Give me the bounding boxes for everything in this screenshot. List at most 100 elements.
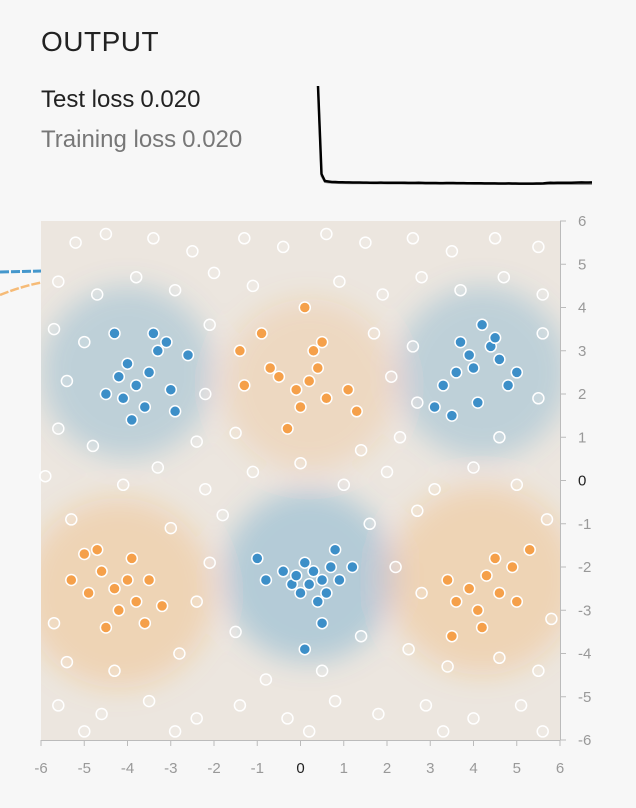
data-point-negative bbox=[155, 599, 169, 613]
data-point bbox=[47, 322, 61, 336]
data-point bbox=[385, 370, 398, 383]
negative-region bbox=[41, 497, 214, 689]
data-point-positive bbox=[164, 383, 178, 396]
data-point bbox=[372, 707, 385, 721]
data-point-positive bbox=[445, 409, 459, 422]
data-point bbox=[532, 240, 545, 254]
data-point-positive bbox=[475, 318, 489, 332]
data-point bbox=[302, 725, 316, 738]
data-point-positive bbox=[315, 573, 329, 587]
data-point-negative bbox=[493, 586, 506, 600]
y-tick-label: -6 bbox=[578, 732, 591, 749]
data-point-positive bbox=[138, 400, 152, 414]
y-tick-label: -5 bbox=[578, 689, 591, 706]
data-point bbox=[78, 335, 91, 349]
data-point bbox=[467, 461, 480, 474]
data-point bbox=[540, 513, 554, 526]
data-point-positive bbox=[160, 335, 173, 349]
positive-region bbox=[395, 285, 560, 459]
data-point bbox=[497, 270, 511, 284]
negative-region bbox=[387, 484, 560, 676]
data-point-positive bbox=[346, 560, 359, 574]
data-point-positive bbox=[302, 578, 316, 591]
data-point bbox=[406, 340, 420, 353]
data-point bbox=[281, 712, 294, 725]
x-tick-label: -3 bbox=[164, 760, 177, 777]
data-point-negative bbox=[129, 595, 143, 608]
test-loss-value: 0.020 bbox=[140, 86, 201, 113]
data-point bbox=[190, 595, 203, 608]
network-link-stub bbox=[0, 269, 45, 297]
data-point bbox=[315, 664, 329, 678]
data-point-negative bbox=[95, 565, 108, 578]
data-point bbox=[39, 469, 52, 483]
data-point-positive bbox=[488, 331, 502, 345]
data-point-negative bbox=[475, 621, 489, 634]
y-tick-label: 0 bbox=[578, 473, 586, 490]
data-point-negative bbox=[233, 344, 247, 358]
positive-region bbox=[41, 285, 214, 459]
data-point-negative bbox=[471, 604, 485, 617]
data-point bbox=[536, 327, 549, 340]
axes: -6 -5 -4 -3 -2 -1 0 1 2 3 4 5 6 6 5 4 3 2 1 0 -1 -2 -3 -4 -5 -6 bbox=[34, 213, 591, 777]
data-point-negative bbox=[90, 543, 104, 556]
data-point bbox=[90, 288, 104, 301]
data-point-negative bbox=[255, 327, 268, 340]
data-point bbox=[216, 508, 229, 522]
data-point bbox=[359, 236, 372, 249]
data-point bbox=[389, 560, 402, 574]
data-point-negative bbox=[238, 379, 251, 392]
training-loss-value: 0.020 bbox=[182, 126, 243, 153]
data-point bbox=[294, 456, 307, 470]
data-point bbox=[514, 699, 528, 712]
data-point-negative bbox=[298, 301, 312, 314]
data-point bbox=[488, 232, 502, 245]
data-point bbox=[402, 642, 415, 656]
data-point-positive bbox=[129, 379, 143, 392]
x-tick-label: 3 bbox=[426, 760, 434, 777]
data-point-positive bbox=[168, 405, 182, 418]
data-point bbox=[99, 227, 113, 241]
data-point bbox=[129, 270, 143, 284]
data-point-negative bbox=[341, 383, 355, 396]
data-point bbox=[454, 283, 467, 297]
data-point bbox=[233, 699, 247, 712]
data-point bbox=[246, 279, 260, 293]
data-point bbox=[60, 374, 74, 388]
data-point bbox=[47, 616, 61, 630]
data-point-positive bbox=[181, 348, 195, 362]
x-tick-label: -6 bbox=[34, 760, 47, 777]
data-point-negative bbox=[125, 552, 139, 565]
data-point bbox=[190, 435, 203, 448]
data-point bbox=[536, 725, 549, 738]
x-tick-label: 6 bbox=[556, 760, 564, 777]
x-tick-label: -1 bbox=[251, 760, 264, 777]
data-point-positive bbox=[116, 392, 130, 405]
data-point bbox=[86, 439, 100, 453]
data-point-negative bbox=[138, 616, 152, 630]
data-point bbox=[199, 482, 212, 496]
data-point-positive bbox=[311, 595, 325, 608]
data-point bbox=[116, 478, 130, 492]
data-point bbox=[52, 699, 65, 712]
data-point bbox=[164, 521, 178, 535]
data-point-negative bbox=[263, 361, 277, 375]
data-point-positive bbox=[251, 552, 264, 565]
data-point bbox=[436, 725, 450, 738]
data-point bbox=[428, 482, 441, 496]
data-point bbox=[376, 288, 389, 301]
data-point bbox=[354, 629, 368, 643]
data-point-negative bbox=[441, 573, 454, 587]
data-point bbox=[545, 612, 558, 626]
x-tick-label: 0 bbox=[296, 760, 304, 777]
data-point-negative bbox=[289, 383, 303, 396]
y-tick-label: 2 bbox=[578, 386, 586, 403]
data-point-negative bbox=[302, 374, 316, 388]
data-point-positive bbox=[298, 556, 312, 569]
data-point bbox=[95, 707, 108, 721]
data-point bbox=[532, 664, 545, 678]
data-point-positive bbox=[328, 543, 342, 556]
data-point bbox=[78, 725, 91, 738]
x-tick-label: -2 bbox=[207, 760, 220, 777]
